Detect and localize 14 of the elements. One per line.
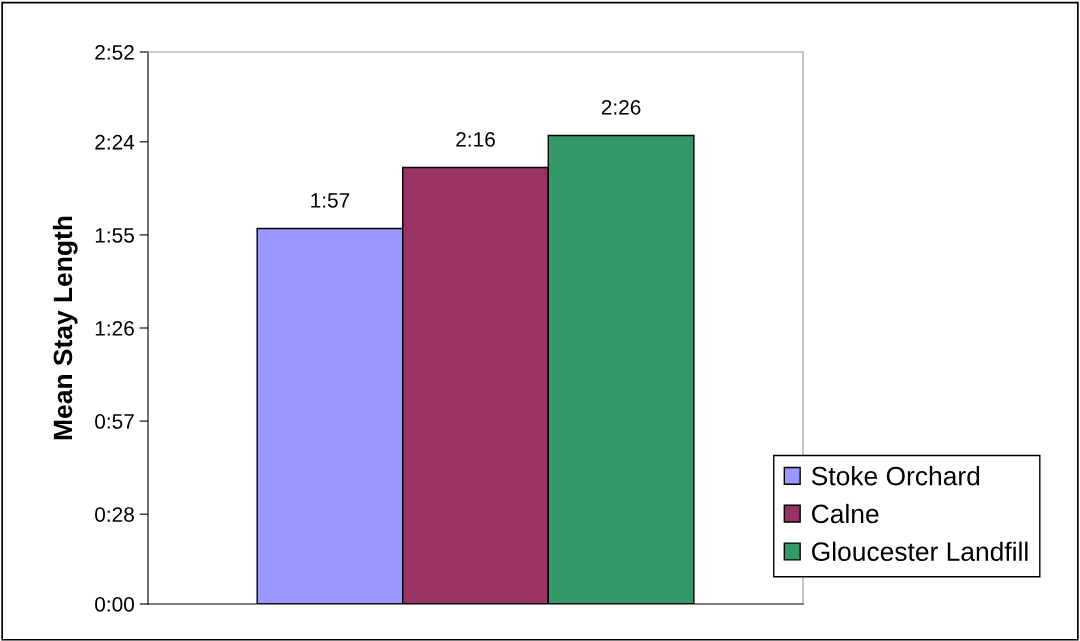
y-tick-label: 1:26 (95, 321, 134, 336)
y-axis-title: Mean Stay Length (52, 216, 78, 440)
y-tick-label: 2:52 (95, 45, 134, 60)
y-tick-label: 0:57 (95, 414, 134, 429)
y-tick-label: 0:28 (95, 507, 134, 522)
legend-label: Gloucester Landfill (812, 541, 1028, 562)
legend-label: Calne (812, 503, 879, 524)
y-tick-label: 1:55 (95, 228, 134, 243)
legend-label: Stoke Orchard (811, 466, 980, 486)
y-tick-label: 2:24 (95, 134, 135, 150)
data-label: 2:26 (601, 99, 641, 115)
data-label: 1:57 (311, 193, 350, 208)
data-label: 2:16 (456, 132, 495, 147)
y-tick-label: 0:00 (95, 597, 134, 612)
